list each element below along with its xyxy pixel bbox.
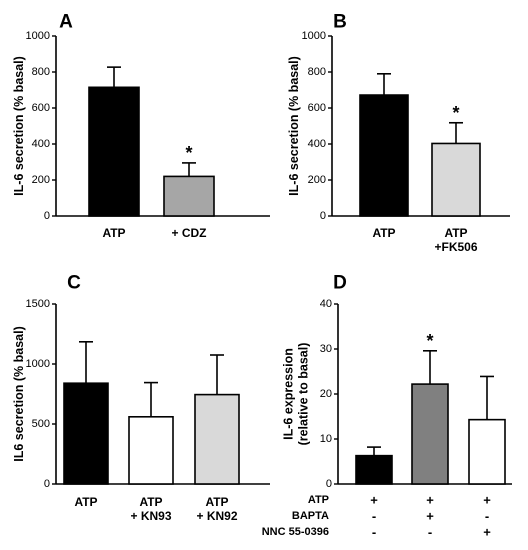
category-label: ATP <box>74 495 97 509</box>
condition-sign: + <box>370 493 378 508</box>
chart-panel-a: A 0 200 400 600 800 1000 IL-6 secretion (% basa… <box>12 12 270 240</box>
bar <box>468 418 506 485</box>
y-axis-label: IL-6 secretion (% basal) <box>12 56 26 196</box>
category-label: +FK506 <box>434 240 477 254</box>
bar <box>411 383 449 485</box>
category-label: ATP <box>102 226 125 240</box>
condition-sign: + <box>426 509 434 524</box>
y-tick-label: 10 <box>320 433 332 445</box>
condition-sign: - <box>485 509 489 524</box>
y-tick-label: 200 <box>32 174 50 186</box>
y-tick-label: 1000 <box>302 30 326 42</box>
category-label: ATP <box>444 226 467 240</box>
category-label: + KN92 <box>196 509 237 523</box>
y-tick-label: 0 <box>326 478 332 490</box>
y-tick-label: 0 <box>44 478 50 490</box>
bar <box>163 175 215 217</box>
condition-row-label: NNC 55-0396 <box>262 526 329 538</box>
significance-marker: * <box>185 143 192 163</box>
significance-marker: * <box>452 103 459 123</box>
condition-sign: - <box>372 525 376 540</box>
y-tick-label: 0 <box>44 210 50 222</box>
y-tick-label: 500 <box>32 418 50 430</box>
y-tick-label: 400 <box>32 138 50 150</box>
condition-sign: - <box>428 525 432 540</box>
chart-panel-c: C 0 500 1000 1500 IL6 secretion (% basal) ATP A… <box>12 273 270 523</box>
y-axis-label: IL-6 secretion (% basal) <box>287 56 301 196</box>
y-tick-label: 20 <box>320 388 332 400</box>
bar <box>355 454 393 485</box>
y-tick-label: 30 <box>320 343 332 355</box>
bar <box>63 382 109 485</box>
condition-sign: + <box>483 493 491 508</box>
condition-sign: - <box>372 509 376 524</box>
y-tick-label: 0 <box>320 210 326 222</box>
y-tick-label: 800 <box>32 66 50 78</box>
y-tick-label: 40 <box>320 298 332 310</box>
condition-sign: + <box>426 493 434 508</box>
bar <box>431 142 481 217</box>
condition-row-label: BAPTA <box>292 510 329 522</box>
chart-panel-b: B 0 200 400 600 800 1000 IL-6 secretion (% basa… <box>287 12 510 254</box>
panel-letter: C <box>67 273 81 294</box>
category-label: ATP <box>139 495 162 509</box>
y-tick-label: 1500 <box>26 298 50 310</box>
bar <box>88 86 140 217</box>
panel-letter: B <box>333 12 347 33</box>
bar <box>194 393 240 485</box>
y-axis-label: IL-6 expression <box>282 348 296 440</box>
category-label: ATP <box>205 495 228 509</box>
y-axis-label: (relative to basal) <box>297 343 311 446</box>
category-label: ATP <box>372 226 395 240</box>
bar <box>359 94 409 217</box>
y-tick-label: 600 <box>308 102 326 114</box>
panel-letter: D <box>333 273 347 294</box>
y-axis-label: IL6 secretion (% basal) <box>12 326 26 461</box>
panel-letter: A <box>59 12 73 33</box>
y-tick-label: 800 <box>308 66 326 78</box>
y-tick-label: 200 <box>308 174 326 186</box>
condition-row-label: ATP <box>308 494 329 506</box>
condition-sign: + <box>483 525 491 540</box>
y-tick-label: 600 <box>32 102 50 114</box>
category-label: + KN93 <box>130 509 171 523</box>
y-tick-label: 1000 <box>26 30 50 42</box>
bar <box>128 415 174 485</box>
chart-panel-d: D 0 10 20 30 40 IL-6 expression (relative to ba… <box>262 273 512 540</box>
significance-marker: * <box>426 331 433 351</box>
y-tick-label: 1000 <box>26 358 50 370</box>
category-label: + CDZ <box>171 226 206 240</box>
y-tick-label: 400 <box>308 138 326 150</box>
